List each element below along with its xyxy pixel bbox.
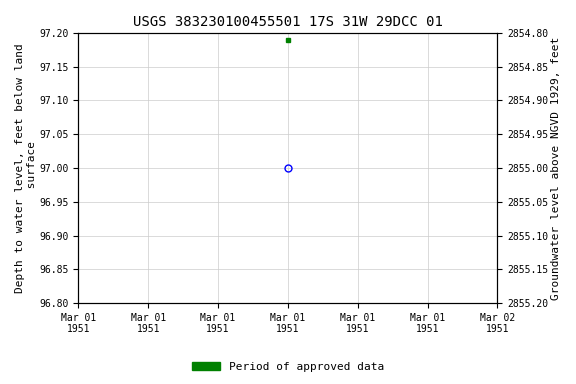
Y-axis label: Depth to water level, feet below land
 surface: Depth to water level, feet below land su… [15,43,37,293]
Title: USGS 383230100455501 17S 31W 29DCC 01: USGS 383230100455501 17S 31W 29DCC 01 [133,15,443,29]
Y-axis label: Groundwater level above NGVD 1929, feet: Groundwater level above NGVD 1929, feet [551,36,561,300]
Legend: Period of approved data: Period of approved data [188,358,388,377]
